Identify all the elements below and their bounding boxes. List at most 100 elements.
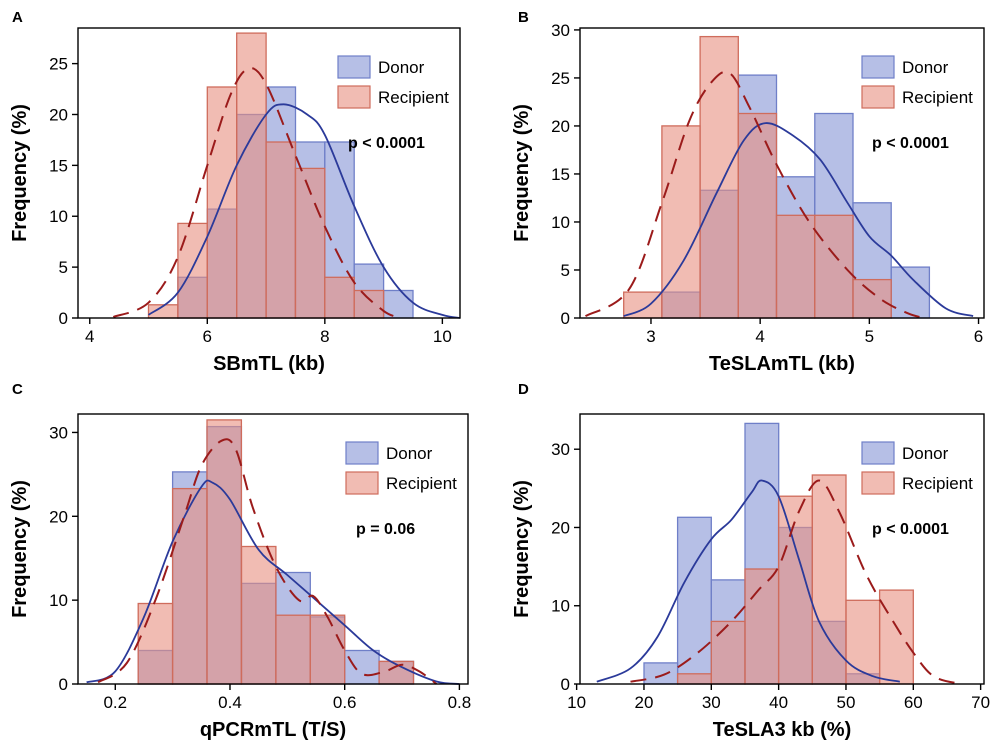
x-tick-label: 0.4 — [218, 693, 242, 712]
recipient-legend-swatch — [337, 85, 371, 109]
plot-frame — [579, 413, 985, 685]
recipient-bar — [845, 599, 881, 685]
legend: Donor Recipient — [345, 441, 457, 495]
y-tick-label: 25 — [49, 55, 68, 74]
y-tick-label: 20 — [551, 117, 570, 136]
y-tick-label: 0 — [561, 675, 570, 694]
x-tick-label: 0.6 — [333, 693, 357, 712]
x-tick-label: 4 — [85, 327, 94, 346]
recipient-density-curve — [630, 479, 961, 685]
x-axis-title: SBmTL (kb) — [213, 353, 325, 375]
recipient-bar — [699, 35, 739, 319]
x-tick-label: 6 — [203, 327, 212, 346]
x-tick-label: 6 — [974, 327, 983, 346]
y-tick-label: 10 — [551, 213, 570, 232]
donor-legend-label: Donor — [902, 444, 949, 463]
y-axis-title: Frequency (%) — [9, 480, 31, 618]
donor-density-curve — [623, 122, 974, 317]
x-tick-label: 10 — [567, 693, 586, 712]
donor-legend-swatch — [861, 441, 895, 465]
recipient-legend-swatch — [861, 85, 895, 109]
donor-bar — [643, 662, 679, 685]
y-axis-title: Frequency (%) — [511, 104, 533, 242]
recipient-bar — [240, 545, 277, 685]
y-tick-label: 30 — [551, 440, 570, 459]
x-tick-label: 0.8 — [448, 693, 472, 712]
y-tick-label: 30 — [49, 423, 68, 442]
recipient-bar — [661, 125, 701, 319]
y-tick-label: 20 — [49, 105, 68, 124]
recipient-legend-swatch — [861, 471, 895, 495]
x-axis-title: TeSLAmTL (kb) — [709, 353, 855, 375]
y-tick-label: 0 — [561, 309, 570, 328]
recipient-bar — [265, 141, 297, 319]
panel-a: A 0 5 10 15 20 25 4 6 8 10 SBmTL (kb) Frequency (%) D… — [9, 9, 461, 375]
recipient-legend-label: Recipient — [902, 474, 973, 493]
plot-frame — [579, 27, 985, 319]
x-tick-label: 8 — [320, 327, 329, 346]
recipient-bar — [171, 487, 208, 685]
x-tick-label: 60 — [904, 693, 923, 712]
x-tick-label: 0.2 — [103, 693, 127, 712]
recipient-legend-label: Recipient — [386, 474, 457, 493]
recipient-bar — [177, 222, 208, 319]
y-tick-label: 10 — [49, 207, 68, 226]
y-tick-label: 25 — [551, 69, 570, 88]
y-tick-label: 10 — [49, 591, 68, 610]
recipient-bar — [676, 673, 712, 685]
recipient-bars — [137, 419, 415, 685]
y-tick-label: 0 — [59, 675, 68, 694]
y-axis-title: Frequency (%) — [9, 104, 31, 242]
panel-b: B 0 5 10 15 20 25 30 3 4 5 6 TeSLAmTL (kb) Frequency … — [511, 9, 985, 375]
recipient-density-curve — [97, 438, 438, 685]
donor-legend-swatch — [861, 55, 895, 79]
recipient-legend-swatch — [345, 471, 379, 495]
panel-letter: A — [12, 9, 23, 26]
y-tick-label: 20 — [49, 507, 68, 526]
recipient-bar — [324, 276, 355, 319]
x-axis-title: qPCRmTL (T/S) — [200, 719, 346, 741]
legend: Donor Recipient — [337, 55, 449, 109]
x-tick-label: 3 — [646, 327, 655, 346]
plot-frame — [77, 413, 469, 685]
x-axis-title: TeSLA3 kb (%) — [713, 719, 852, 741]
recipient-bar — [275, 614, 311, 685]
p-value-annotation: p = 0.06 — [356, 521, 415, 538]
y-tick-label: 15 — [49, 156, 68, 175]
donor-legend-label: Donor — [386, 444, 433, 463]
y-tick-label: 5 — [561, 261, 570, 280]
recipient-bars — [623, 35, 892, 319]
recipient-bar — [852, 278, 892, 319]
p-value-annotation: p < 0.0001 — [348, 135, 425, 152]
p-value-annotation: p < 0.0001 — [872, 135, 949, 152]
p-value-annotation: p < 0.0001 — [872, 521, 949, 538]
recipient-bar — [744, 568, 780, 685]
recipient-bar — [206, 419, 243, 685]
x-tick-label: 50 — [837, 693, 856, 712]
recipient-bar — [309, 614, 346, 685]
donor-legend-label: Donor — [902, 58, 949, 77]
y-tick-label: 0 — [59, 309, 68, 328]
donor-bar — [676, 516, 712, 685]
x-tick-label: 5 — [865, 327, 874, 346]
x-tick-label: 30 — [702, 693, 721, 712]
y-tick-label: 30 — [551, 21, 570, 40]
x-tick-label: 20 — [635, 693, 654, 712]
y-tick-label: 10 — [551, 597, 570, 616]
panel-letter: B — [518, 9, 529, 26]
donor-legend-swatch — [337, 55, 371, 79]
recipient-bar — [710, 620, 746, 685]
x-tick-label: 4 — [755, 327, 764, 346]
donor-density-curve — [86, 479, 460, 685]
y-tick-label: 5 — [59, 258, 68, 277]
y-tick-label: 15 — [551, 165, 570, 184]
legend: Donor Recipient — [861, 441, 973, 495]
donor-density-curve — [596, 479, 900, 683]
recipient-bar — [137, 602, 174, 685]
recipient-density-curve — [112, 67, 402, 319]
legend: Donor Recipient — [861, 55, 973, 109]
recipient-bar — [353, 289, 385, 319]
recipient-bar — [878, 589, 914, 685]
